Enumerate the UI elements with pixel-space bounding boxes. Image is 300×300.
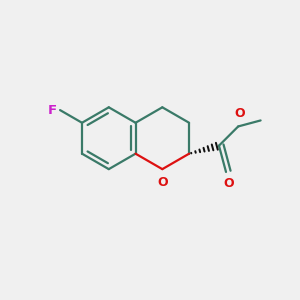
Text: O: O [157,176,168,190]
Text: O: O [234,107,245,120]
Text: O: O [224,177,234,190]
Text: F: F [47,103,56,117]
